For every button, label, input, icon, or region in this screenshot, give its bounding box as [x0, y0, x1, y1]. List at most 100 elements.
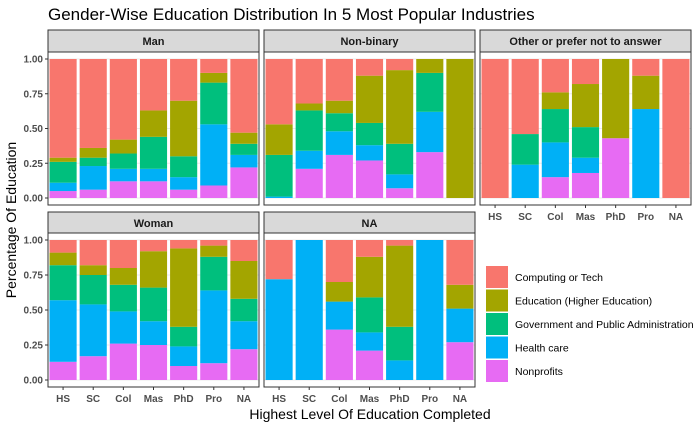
bar-segment	[386, 143, 414, 175]
bar-segment	[170, 248, 198, 327]
bar-segment	[265, 124, 293, 155]
bar-segment	[355, 297, 384, 333]
bar-segment	[511, 164, 539, 198]
bar-segment	[49, 252, 77, 266]
bar-segment	[49, 240, 77, 253]
bar-segment	[200, 290, 228, 364]
bar-segment	[511, 59, 539, 135]
x-axis-title: Highest Level Of Education Completed	[249, 406, 490, 422]
bar-segment	[79, 189, 107, 198]
bar-segment	[541, 142, 569, 178]
bar-segment	[49, 265, 77, 301]
bar-segment	[170, 177, 198, 190]
bar-segment	[200, 72, 228, 83]
bar-segment	[170, 100, 198, 157]
bar-segment	[79, 265, 107, 275]
x-tick-label: Mas	[144, 394, 164, 405]
bar-segment	[200, 185, 228, 198]
bar-segment	[416, 240, 444, 380]
x-tick-label: HS	[272, 394, 286, 405]
bar-segment	[571, 127, 600, 158]
bar-segment	[49, 182, 77, 192]
x-tick-label: SC	[302, 394, 316, 405]
bar-segment	[325, 59, 353, 101]
bar-segment	[49, 157, 77, 162]
bar-segment	[446, 308, 474, 343]
bar-segment	[49, 161, 77, 183]
bar-segment	[355, 145, 384, 161]
legend-label: Nonprofits	[515, 366, 563, 378]
bar-segment	[139, 59, 168, 111]
x-tick-label: Col	[115, 394, 131, 405]
x-tick-label: PhD	[390, 394, 410, 405]
legend-label: Education (Higher Education)	[515, 296, 652, 308]
bar-segment	[541, 59, 569, 93]
bar-segment	[571, 84, 600, 128]
legend-label: Health care	[515, 343, 569, 355]
bar-segment	[79, 304, 107, 357]
bar-segment	[230, 132, 258, 144]
bar-segment	[230, 321, 258, 350]
facet-strip-label: NA	[362, 218, 378, 230]
x-tick-label: NA	[669, 212, 683, 223]
bar-segment	[446, 342, 474, 380]
bar-segment	[295, 150, 323, 169]
facet-strip-label: Other or prefer not to answer	[509, 36, 662, 48]
bar-segment	[139, 136, 168, 169]
bar-segment	[139, 287, 168, 322]
bar-segment	[170, 240, 198, 249]
x-tick-label: Pro	[421, 394, 438, 405]
facet-panel-1: Non-binary	[263, 29, 476, 206]
bar-segment	[295, 110, 323, 151]
bar-segment	[386, 59, 414, 71]
legend-swatch	[486, 266, 508, 288]
bar-segment	[265, 240, 293, 280]
bar-segment	[109, 59, 137, 140]
facet-strip-label: Woman	[134, 218, 174, 230]
bar-segment	[170, 326, 198, 347]
bar-segment	[200, 59, 228, 73]
bar-segment	[49, 300, 77, 362]
bar-segment	[170, 59, 198, 101]
x-tick-label: NA	[453, 394, 467, 405]
legend-label: Computing or Tech	[515, 272, 603, 284]
bar-segment	[386, 188, 414, 198]
bar-segment	[109, 268, 137, 285]
bar-segment	[49, 59, 77, 158]
bar-segment	[109, 284, 137, 312]
bar-segment	[416, 111, 444, 153]
bar-segment	[355, 350, 384, 380]
bar-segment	[230, 240, 258, 261]
y-axis-title: Percentage Of Education	[3, 142, 19, 298]
bar-segment	[355, 122, 384, 146]
legend-item: Nonprofits	[486, 360, 563, 382]
bar-segment	[386, 245, 414, 327]
bar-segment	[79, 166, 107, 190]
legend-item: Education (Higher Education)	[486, 289, 652, 312]
bar-segment	[200, 82, 228, 125]
legend-item: Health care	[486, 336, 569, 359]
bar-segment	[230, 154, 258, 168]
bar-segment	[230, 59, 258, 133]
bar-segment	[109, 139, 137, 154]
facet-panel-4: NA	[263, 211, 476, 388]
x-tick-label: HS	[488, 212, 502, 223]
bar-segment	[355, 256, 384, 298]
legend: Computing or Tech Education (Higher Educa…	[486, 266, 694, 382]
y-tick-label: 1.00	[24, 55, 44, 66]
bar-segment	[632, 59, 660, 76]
legend-item: Government and Public Administration	[486, 313, 694, 335]
y-tick-label: 0.25	[24, 341, 44, 352]
bar-segment	[49, 361, 77, 380]
facet-panels: Man Non-binary Other or prefer not to answ…	[47, 29, 692, 388]
bar-segment	[325, 113, 353, 132]
bar-segment	[295, 59, 323, 104]
bar-segment	[200, 363, 228, 380]
bar-segment	[602, 138, 630, 198]
bar-segment	[355, 240, 384, 257]
bar-segment	[511, 134, 539, 165]
bar-segment	[79, 275, 107, 305]
x-tick-label: PhD	[174, 394, 194, 405]
bar-segment	[571, 157, 600, 173]
